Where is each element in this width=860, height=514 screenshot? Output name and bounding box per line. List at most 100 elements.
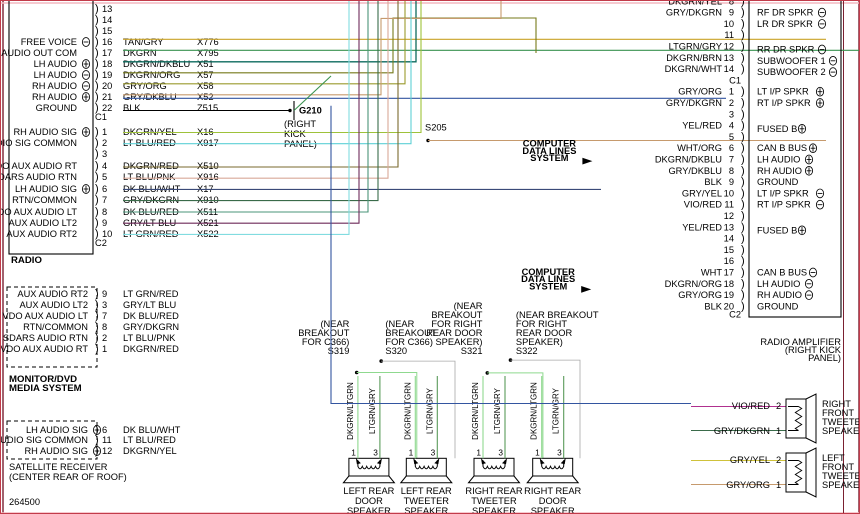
svg-text:1: 1: [102, 344, 107, 354]
svg-text:AUX AUDIO LT2: AUX AUDIO LT2: [19, 300, 88, 310]
svg-text:X916: X916: [197, 172, 219, 182]
svg-text:SDARS AUDIO RTN: SDARS AUDIO RTN: [3, 333, 88, 343]
svg-text:TAN/GRY: TAN/GRY: [123, 37, 163, 47]
svg-text:1: 1: [776, 426, 781, 436]
svg-text:): ): [741, 29, 745, 41]
svg-text:1: 1: [776, 480, 781, 490]
svg-text:LTGRN/GRY: LTGRN/GRY: [425, 387, 434, 434]
svg-text:C1: C1: [95, 112, 107, 122]
svg-text:1: 1: [476, 447, 481, 457]
svg-text:X52: X52: [197, 92, 214, 102]
svg-text:11: 11: [102, 435, 112, 445]
svg-text:VDO AUX AUDIO RT: VDO AUX AUDIO RT: [1, 161, 77, 171]
svg-text:GRY/ORG: GRY/ORG: [123, 81, 167, 91]
svg-text:2: 2: [776, 455, 781, 465]
svg-text:WHT: WHT: [701, 268, 722, 278]
svg-text:GRY/LT BLU: GRY/LT BLU: [123, 300, 176, 310]
svg-text:SPEAKER: SPEAKER: [822, 426, 860, 436]
svg-text:14: 14: [724, 234, 734, 244]
svg-text:18: 18: [724, 279, 734, 289]
svg-text:15: 15: [102, 26, 112, 36]
svg-text:RH AUDIO: RH AUDIO: [757, 290, 802, 300]
svg-text:RF DR SPKR: RF DR SPKR: [757, 8, 814, 18]
svg-text:DKGRN/ORG: DKGRN/ORG: [665, 279, 722, 289]
svg-text:SYSTEM: SYSTEM: [530, 153, 568, 163]
svg-text:GROUND: GROUND: [757, 177, 799, 187]
svg-text:7: 7: [102, 195, 107, 205]
svg-text:DKGRN/RED: DKGRN/RED: [123, 344, 179, 354]
svg-text:RR DR SPKR: RR DR SPKR: [757, 45, 815, 55]
svg-text:CAN B BUS: CAN B BUS: [757, 268, 807, 278]
svg-text:14: 14: [724, 64, 734, 74]
svg-text:DK BLU/WHT: DK BLU/WHT: [123, 425, 181, 435]
svg-text:3: 3: [729, 109, 734, 119]
svg-text:13: 13: [724, 53, 734, 63]
svg-text:LT GRN/RED: LT GRN/RED: [123, 289, 179, 299]
svg-text:): ): [741, 131, 745, 143]
svg-text:AUDIO SIG COMMON: AUDIO SIG COMMON: [1, 435, 88, 445]
svg-text:10: 10: [724, 188, 734, 198]
svg-text:1: 1: [535, 447, 540, 457]
svg-text:18: 18: [102, 59, 112, 69]
svg-text:12: 12: [724, 42, 734, 52]
svg-text:RH AUDIO: RH AUDIO: [32, 92, 77, 102]
svg-text:RH AUDIO: RH AUDIO: [757, 166, 802, 176]
svg-text:11: 11: [724, 200, 734, 210]
svg-text:TWEETER: TWEETER: [404, 496, 450, 506]
svg-text:3: 3: [373, 447, 378, 457]
svg-text:RIGHT REAR: RIGHT REAR: [524, 486, 581, 496]
svg-text:C1: C1: [729, 75, 741, 85]
svg-text:SPEAKER: SPEAKER: [347, 506, 391, 514]
svg-text:DKGRN/LTGRN: DKGRN/LTGRN: [346, 382, 355, 440]
svg-text:RADIO: RADIO: [11, 255, 42, 266]
svg-text:YEL/RED: YEL/RED: [682, 121, 722, 131]
svg-text:(RIGHT: (RIGHT: [284, 119, 316, 129]
svg-text:RTN/COMMON: RTN/COMMON: [23, 322, 88, 332]
svg-text:DOOR: DOOR: [355, 496, 383, 506]
svg-text:DKGRN/BRN: DKGRN/BRN: [666, 53, 722, 63]
svg-text:): ): [741, 86, 745, 98]
svg-text:SYSTEM: SYSTEM: [529, 281, 567, 291]
svg-text:(CENTER REAR OF ROOF): (CENTER REAR OF ROOF): [9, 472, 127, 482]
svg-text:DKGRN/YEL: DKGRN/YEL: [123, 446, 177, 456]
svg-text:5: 5: [102, 172, 107, 182]
svg-text:S205: S205: [425, 123, 447, 133]
svg-text:8: 8: [729, 1, 734, 6]
svg-text:SPEAKER: SPEAKER: [822, 480, 860, 490]
svg-text:6: 6: [729, 143, 734, 153]
svg-text:AUX AUDIO RT2: AUX AUDIO RT2: [6, 229, 77, 239]
svg-text:): ): [741, 120, 745, 132]
svg-text:SPEAKER: SPEAKER: [472, 506, 516, 514]
svg-text:SUBWOOFER 2: SUBWOOFER 2: [757, 67, 826, 77]
svg-text:DKGRN/LTGRN: DKGRN/LTGRN: [403, 382, 412, 440]
svg-text:X776: X776: [197, 37, 219, 47]
svg-text:Z515: Z515: [197, 103, 218, 113]
svg-text:LH AUDIO: LH AUDIO: [757, 155, 800, 165]
svg-text:FUSED B: FUSED B: [757, 225, 797, 235]
svg-text:LT BLU/RED: LT BLU/RED: [123, 138, 176, 148]
svg-text:2: 2: [102, 138, 107, 148]
svg-text:LH AUDIO SIG: LH AUDIO SIG: [15, 184, 77, 194]
svg-text:LH AUDIO: LH AUDIO: [757, 279, 800, 289]
svg-text:14: 14: [102, 15, 112, 25]
svg-text:DKGRN/LTGRN: DKGRN/LTGRN: [530, 382, 539, 440]
svg-text:DKGRN/WHT: DKGRN/WHT: [665, 64, 723, 74]
svg-text:2: 2: [102, 333, 107, 343]
svg-text:2: 2: [776, 401, 781, 411]
svg-text:DKGRN/RED: DKGRN/RED: [123, 161, 179, 171]
svg-text:LT BLU/RED: LT BLU/RED: [123, 435, 176, 445]
svg-text:): ): [741, 52, 745, 64]
svg-text:AUDIO OUT COM: AUDIO OUT COM: [1, 48, 77, 58]
svg-text:6: 6: [102, 184, 107, 194]
svg-text:LH AUDIO: LH AUDIO: [34, 70, 77, 80]
svg-text:RT I/P SPKR: RT I/P SPKR: [757, 98, 811, 108]
svg-text:): ): [741, 210, 745, 222]
svg-text:9: 9: [102, 218, 107, 228]
svg-text:16: 16: [724, 256, 734, 266]
svg-text:GRY/DKBLU: GRY/DKBLU: [123, 92, 177, 102]
svg-text:LT BLU/PNK: LT BLU/PNK: [123, 333, 176, 343]
svg-text:LTGRN/GRY: LTGRN/GRY: [669, 42, 722, 52]
svg-text:VIO/RED: VIO/RED: [684, 200, 723, 210]
svg-text:S320: S320: [385, 346, 407, 356]
svg-text:DKGRN: DKGRN: [123, 48, 157, 58]
